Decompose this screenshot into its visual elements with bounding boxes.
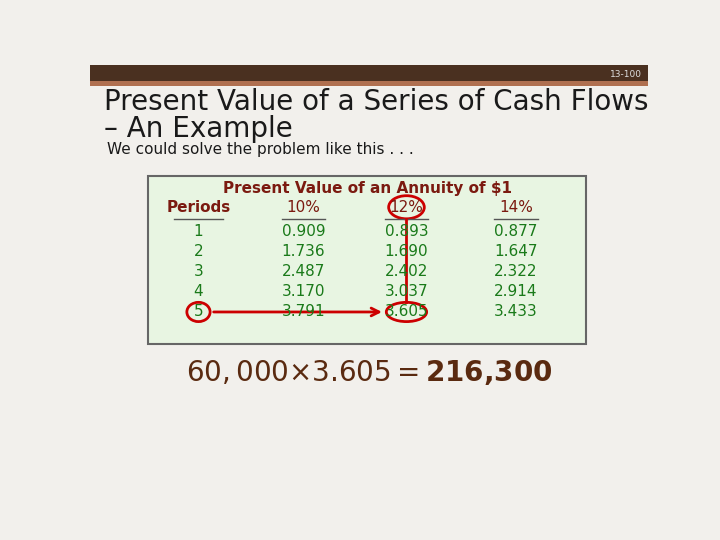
Text: 0.877: 0.877 <box>494 225 538 239</box>
Text: $60,000 ×  3.605  =  $216,300: $60,000 × 3.605 = $216,300 <box>186 359 552 387</box>
Bar <box>90 81 648 85</box>
Text: 1.736: 1.736 <box>282 245 325 259</box>
Text: 13-100: 13-100 <box>610 70 642 79</box>
Text: Present Value of a Series of Cash Flows: Present Value of a Series of Cash Flows <box>104 88 649 116</box>
Text: 3.605: 3.605 <box>384 305 428 320</box>
Text: 1: 1 <box>194 225 203 239</box>
Text: 4: 4 <box>194 285 203 300</box>
Text: We could solve the problem like this . . .: We could solve the problem like this . .… <box>107 142 414 157</box>
Text: 1.690: 1.690 <box>384 245 428 259</box>
FancyBboxPatch shape <box>148 177 586 343</box>
Text: Periods: Periods <box>166 200 230 215</box>
Text: 3: 3 <box>194 265 203 279</box>
Text: 12%: 12% <box>390 200 423 215</box>
Text: 10%: 10% <box>287 200 320 215</box>
Text: 2.914: 2.914 <box>494 285 538 300</box>
Bar <box>90 65 648 82</box>
Text: – An Example: – An Example <box>104 115 293 143</box>
Text: 2.322: 2.322 <box>494 265 538 279</box>
Text: 3.433: 3.433 <box>494 305 538 320</box>
Text: 5: 5 <box>194 305 203 320</box>
Text: 0.893: 0.893 <box>384 225 428 239</box>
Text: 2.487: 2.487 <box>282 265 325 279</box>
Text: Present Value of an Annuity of $1: Present Value of an Annuity of $1 <box>222 181 512 196</box>
Text: 3.037: 3.037 <box>384 285 428 300</box>
Text: 14%: 14% <box>499 200 533 215</box>
Text: 1.647: 1.647 <box>494 245 538 259</box>
FancyArrowPatch shape <box>214 308 379 316</box>
Text: 2.402: 2.402 <box>384 265 428 279</box>
Text: 3.791: 3.791 <box>282 305 325 320</box>
Text: 2: 2 <box>194 245 203 259</box>
Text: 0.909: 0.909 <box>282 225 325 239</box>
Text: 3.170: 3.170 <box>282 285 325 300</box>
